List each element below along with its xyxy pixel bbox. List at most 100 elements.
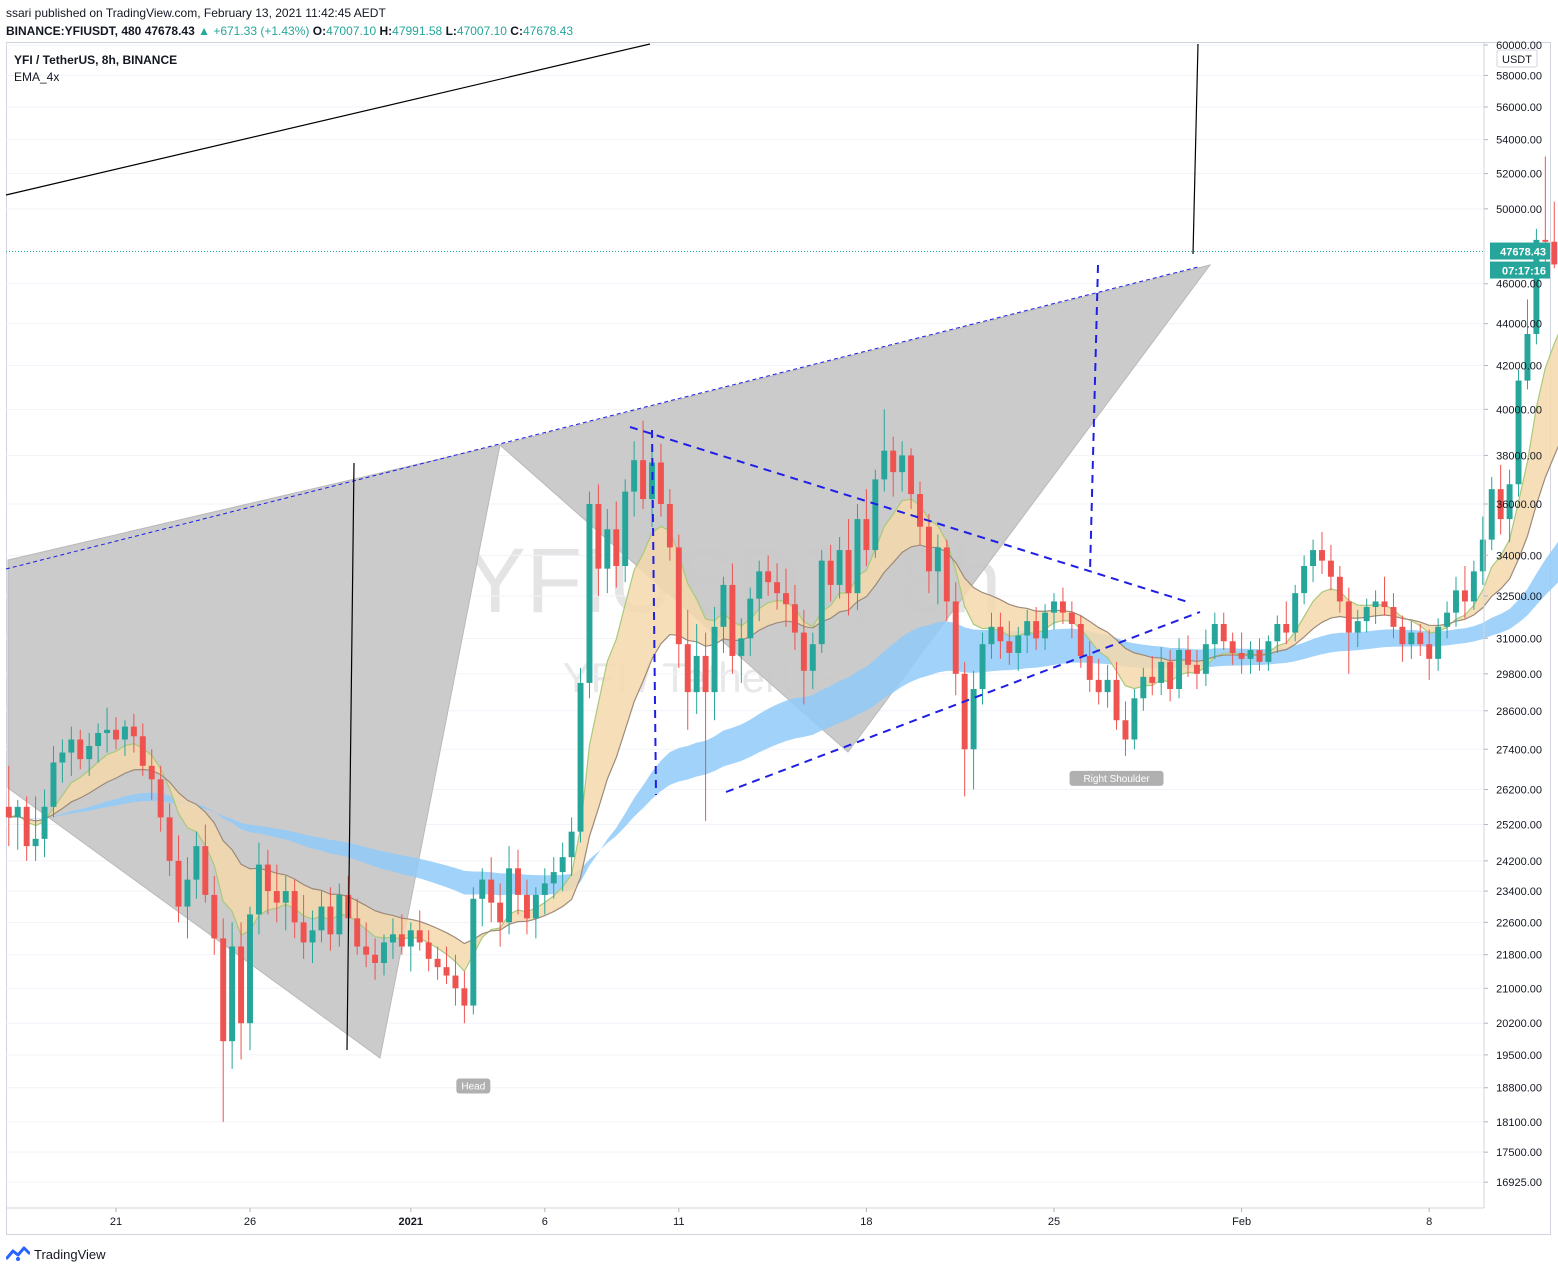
candle-body [1435,626,1442,659]
candle-body [917,494,923,527]
candle-body [309,930,316,943]
candle-body [1051,601,1057,613]
candle-body [640,460,647,500]
price-tick-label: 52000.00 [1496,169,1542,181]
candle-body [1274,623,1281,642]
candle-body [908,455,915,495]
candle-body [720,584,727,627]
legend-indicator[interactable]: EMA_4x [14,70,60,84]
candle-body [211,894,218,939]
candle-body [1006,641,1013,653]
neckline-dashed [5,266,1199,570]
candle-body [800,632,807,671]
candle-body [890,450,897,473]
candle-body [1220,623,1227,642]
candle-body [273,891,280,903]
candle-body [1265,641,1272,662]
candle-body [434,958,441,968]
price-tick-label: 17500.00 [1496,1147,1542,1159]
candle-body [1033,621,1040,639]
price-tick-label: 50000.00 [1496,204,1542,216]
candle-body [398,934,405,947]
candle-body [327,906,334,935]
candle-body [1095,679,1102,693]
measure-line-right [1089,264,1099,573]
candle-body [1551,241,1558,265]
candle-body [1479,539,1486,572]
time-tick-label: 8 [1426,1216,1432,1228]
low-label: L: [445,24,457,38]
price-tick-label: 40000.00 [1496,404,1542,416]
low-value: 47007.10 [456,24,507,38]
candle-body [416,930,423,943]
candle-body [381,942,387,963]
candle-body [1015,635,1022,653]
candle-body [1211,623,1218,645]
time-tick-label: 11 [673,1216,684,1228]
time-axis-ticks: 212620216111825Feb81522Mar [110,1208,1432,1228]
tradingview-logo-icon[interactable] [6,1246,30,1262]
price-tick-label: 28600.00 [1496,706,1542,718]
time-tick-label: 25 [1048,1216,1060,1228]
candle-body [863,519,870,551]
price-tick-label: 58000.00 [1496,70,1542,82]
candle-body [95,733,102,747]
close-label: C: [510,24,523,38]
candle-body [1345,601,1352,633]
time-tick-label: 26 [244,1216,256,1228]
candle-body [166,817,173,861]
candle-body [193,846,200,880]
candle-body [1059,601,1066,613]
candle-body [1417,632,1424,645]
candle-body [1506,484,1513,520]
candle-body [818,560,825,645]
price-tick-label: 56000.00 [1496,102,1542,114]
candle-body [702,655,709,693]
candle-body [461,988,468,1006]
price-tick-label: 25200.00 [1496,819,1542,831]
candle-body [1024,621,1031,636]
price-tick-label: 22600.00 [1496,917,1542,929]
candle-body [1042,612,1049,639]
candle-body [354,918,361,947]
high-label: H: [379,24,393,38]
candle-body [783,593,789,605]
candle-body [1086,655,1093,680]
candle-body [1381,601,1388,608]
candle-body [1193,664,1200,674]
price-tick-label: 36000.00 [1496,499,1542,511]
candle-body [41,806,48,839]
publish-header: ssari published on TradingView.com, Febr… [6,4,573,40]
triangle-lower-line [725,611,1201,793]
candle-body [407,930,414,947]
candle-body [452,975,459,989]
candle-body [613,529,620,566]
candle-body [1327,560,1334,577]
candle-body [247,914,253,1024]
time-tick-label: 21 [110,1216,122,1228]
left-shoulder-head-triangle [7,444,501,1059]
candle-body [961,673,968,750]
candle-body [1122,720,1129,740]
candle-body [1185,650,1191,665]
candle-body [32,838,39,847]
candle-body [220,938,227,1042]
candle-body [1354,621,1361,633]
footer-brand[interactable]: TradingView [34,1246,106,1262]
currency-badge[interactable] [1496,49,1538,68]
candle-body [568,831,575,858]
candle-body [113,729,119,740]
annotation-label: Right Shoulder [1083,774,1150,785]
symbol-line: BINANCE:YFIUSDT, 480 [6,24,142,38]
candle-body [1372,601,1379,608]
candle-body [988,626,995,645]
annotation-label: Head [461,1082,485,1093]
price-tick-label: 60000.00 [1496,40,1542,52]
candle-body [845,550,852,594]
candle-body [1292,593,1299,633]
candle-body [148,765,155,780]
candle-body [1426,644,1433,659]
candle-body [1167,661,1174,690]
candle-body [979,644,986,690]
